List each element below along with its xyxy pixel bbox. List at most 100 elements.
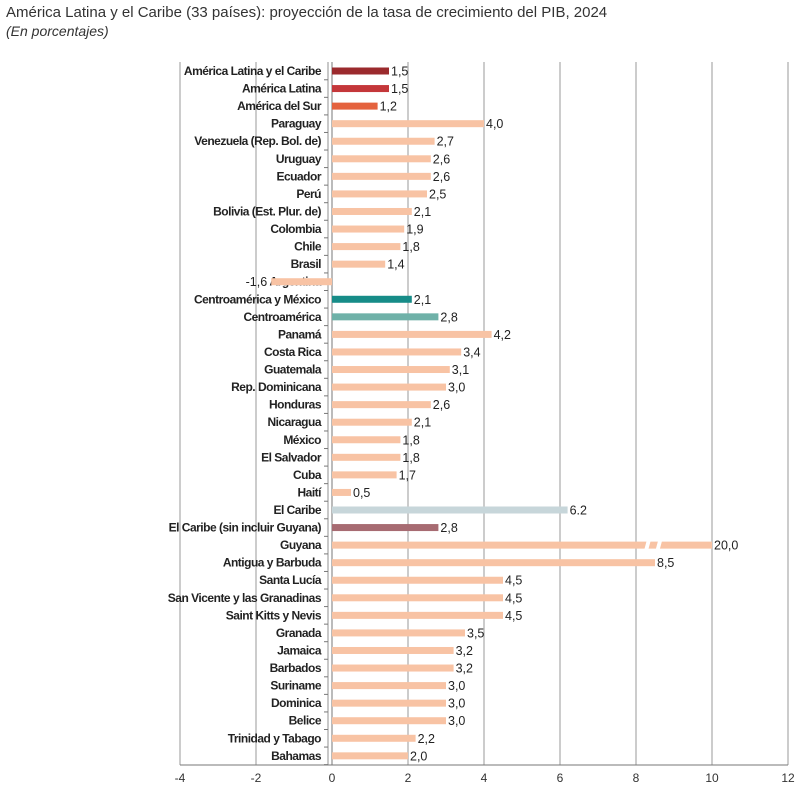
- value-label: 3,1: [452, 363, 469, 377]
- bar: [332, 576, 503, 584]
- bar: [271, 278, 332, 286]
- x-tick-label: 6: [557, 771, 564, 785]
- category-label: Santa Lucía: [259, 573, 322, 587]
- category-label: El Salvador: [261, 450, 322, 464]
- value-label: 1,8: [402, 451, 419, 465]
- category-label: Guatemala: [264, 363, 322, 377]
- bar: [332, 120, 484, 128]
- bar: [332, 225, 405, 233]
- value-label: 8,5: [657, 556, 674, 570]
- bar: [332, 682, 446, 690]
- x-tick-label: 0: [329, 771, 336, 785]
- category-label: Trinidad y Tabago: [228, 731, 321, 745]
- value-label: 1,8: [402, 240, 419, 254]
- category-label: Centroamérica y México: [194, 292, 321, 306]
- bar: [332, 436, 401, 444]
- category-label: Cuba: [293, 468, 322, 482]
- value-label: 1,7: [399, 468, 416, 482]
- value-label: 6.2: [570, 504, 587, 518]
- category-label: Venezuela (Rep. Bol. de): [194, 134, 321, 148]
- category-label: Brasil: [291, 257, 322, 271]
- bar: [332, 330, 492, 338]
- bar: [332, 243, 401, 251]
- category-label: El Caribe: [273, 503, 321, 517]
- bar: [332, 611, 503, 619]
- value-label: 2,8: [440, 310, 457, 324]
- category-label: Bolivia (Est. Plur. de): [213, 204, 321, 218]
- category-label: Costa Rica: [264, 345, 322, 359]
- category-label: América Latina: [242, 82, 322, 96]
- value-label: 4,5: [505, 591, 522, 605]
- value-label: 2,1: [414, 416, 431, 430]
- category-label: América del Sur: [237, 99, 322, 113]
- bar: [332, 453, 401, 461]
- value-label: 2,6: [433, 398, 450, 412]
- value-label: 3,2: [456, 644, 473, 658]
- value-label: 3,5: [467, 626, 484, 640]
- value-label: 2,2: [418, 732, 435, 746]
- value-label: 20,0: [714, 539, 738, 553]
- bar: [332, 67, 389, 75]
- category-label: Antigua y Barbuda: [223, 556, 322, 570]
- bar: [332, 734, 416, 742]
- bar: [332, 541, 712, 549]
- bar: [332, 418, 412, 426]
- value-label: 4,0: [486, 117, 503, 131]
- value-label: 4,5: [505, 574, 522, 588]
- category-label: Panamá: [278, 327, 322, 341]
- bar: [332, 260, 386, 268]
- bar: [332, 594, 503, 602]
- value-label: 3,2: [456, 662, 473, 676]
- value-label: 2,6: [433, 152, 450, 166]
- x-tick-label: 8: [633, 771, 640, 785]
- category-label: Belice: [289, 714, 322, 728]
- value-label: 3,0: [448, 697, 465, 711]
- category-label: Bahamas: [271, 749, 322, 763]
- x-tick-label: -4: [175, 771, 186, 785]
- category-label: El Caribe (sin incluir Guyana): [169, 521, 322, 535]
- category-label: Perú: [296, 187, 321, 201]
- value-label: 3,0: [448, 714, 465, 728]
- value-label: 1,5: [391, 82, 408, 96]
- bar: [332, 629, 465, 637]
- value-label: 2,8: [440, 521, 457, 535]
- value-label: -1,6: [246, 275, 268, 289]
- category-label: Paraguay: [271, 117, 322, 131]
- category-label: Haití: [297, 485, 322, 499]
- bar: [332, 155, 431, 163]
- value-label: 2,5: [429, 187, 446, 201]
- bar: [332, 295, 412, 303]
- bar: [332, 664, 454, 672]
- value-label: 2,0: [410, 749, 427, 763]
- bar: [332, 207, 412, 215]
- bar: [332, 383, 446, 391]
- bar: [332, 699, 446, 707]
- category-label: Guyana: [280, 538, 322, 552]
- category-label: México: [283, 433, 321, 447]
- bar: [332, 401, 431, 409]
- x-tick-label: -2: [251, 771, 262, 785]
- category-label: Centroamérica: [243, 310, 321, 324]
- bar: [332, 488, 351, 496]
- category-label: Uruguay: [276, 152, 322, 166]
- bar: [332, 471, 397, 479]
- category-label: Granada: [276, 626, 322, 640]
- category-label: Saint Kitts y Nevis: [226, 608, 322, 622]
- value-label: 2,1: [414, 293, 431, 307]
- bar: [332, 524, 439, 532]
- category-label: Rep. Dominicana: [231, 380, 322, 394]
- bar: [332, 717, 446, 725]
- x-tick-label: 2: [405, 771, 412, 785]
- value-label: 4,2: [494, 328, 511, 342]
- chart-subtitle: (En porcentajes): [6, 23, 109, 39]
- value-label: 1,4: [387, 258, 404, 272]
- category-label: Honduras: [269, 398, 322, 412]
- category-label: Suriname: [270, 679, 322, 693]
- bar: [332, 348, 462, 356]
- value-label: 3,0: [448, 679, 465, 693]
- value-label: 1,5: [391, 65, 408, 79]
- bar: [332, 102, 378, 110]
- x-tick-label: 4: [481, 771, 488, 785]
- value-label: 2,1: [414, 205, 431, 219]
